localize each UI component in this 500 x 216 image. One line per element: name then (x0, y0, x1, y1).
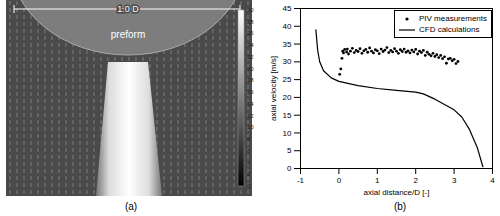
svg-text:18: 18 (247, 77, 254, 83)
html-text:(b): (b) (393, 201, 407, 212)
html-text:(a): (a) (124, 201, 138, 212)
svg-text:-1: -1 (297, 176, 305, 185)
svg-text:axial velocity [m/s]: axial velocity [m/s] (269, 56, 278, 121)
svg-text:16: 16 (247, 89, 254, 95)
svg-text:4: 4 (247, 160, 251, 166)
html-text:PIV measurements: PIV measurements (419, 14, 487, 23)
svg-text:3: 3 (452, 176, 457, 185)
svg-text:30: 30 (283, 57, 292, 66)
svg-text:20: 20 (283, 93, 292, 102)
svg-text:10: 10 (247, 124, 254, 130)
svg-text:35: 35 (283, 40, 292, 49)
svg-text:0: 0 (287, 164, 292, 173)
svg-text:12: 12 (247, 113, 254, 119)
svg-text:preform: preform (111, 29, 145, 40)
svg-text:30: 30 (247, 7, 254, 13)
svg-text:45: 45 (283, 4, 292, 13)
svg-text:22: 22 (247, 54, 254, 60)
svg-text:axial distance/D [-]: axial distance/D [-] (364, 188, 430, 197)
svg-text:1.0 D: 1.0 D (117, 4, 139, 14)
svg-text:2: 2 (413, 176, 418, 185)
svg-text:6: 6 (247, 148, 251, 154)
svg-text:0: 0 (337, 176, 342, 185)
svg-text:2: 2 (247, 171, 251, 177)
svg-text:24: 24 (247, 42, 254, 48)
svg-text:8: 8 (247, 136, 251, 142)
svg-text:1: 1 (375, 176, 380, 185)
svg-text:28: 28 (247, 19, 254, 25)
svg-text:40: 40 (283, 22, 292, 31)
svg-text:14: 14 (247, 101, 254, 107)
svg-text:5: 5 (287, 146, 292, 155)
svg-text:10: 10 (283, 129, 292, 138)
html-text:CFD calculations: CFD calculations (419, 25, 480, 34)
svg-text:20: 20 (247, 66, 254, 72)
svg-text:15: 15 (283, 111, 292, 120)
svg-text:25: 25 (283, 75, 292, 84)
svg-text:0: 0 (247, 183, 251, 189)
svg-text:4: 4 (490, 176, 495, 185)
svg-text:26: 26 (247, 30, 254, 36)
